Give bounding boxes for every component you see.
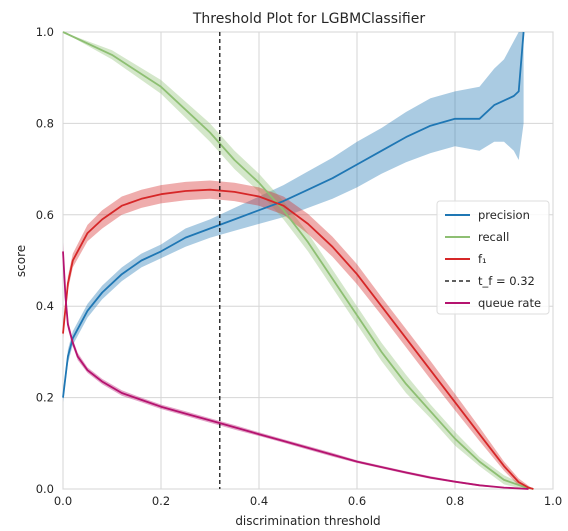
y-tick-label: 0.4 — [36, 299, 54, 313]
precision-band — [63, 32, 524, 403]
y-tick-label: 0.2 — [36, 391, 54, 405]
legend-label: precision — [478, 208, 530, 222]
x-tick-label: 0.8 — [446, 494, 464, 508]
y-axis-label: score — [14, 245, 28, 277]
legend-label: recall — [478, 230, 509, 244]
x-axis-label: discrimination threshold — [235, 514, 380, 528]
y-tick-label: 0.8 — [36, 116, 54, 130]
precision-line — [62, 31, 525, 398]
x-tick-label: 0.6 — [348, 494, 366, 508]
x-tick-label: 0.4 — [250, 494, 268, 508]
legend-label: f₁ — [478, 252, 487, 266]
chart-title: Threshold Plot for LGBMClassifier — [192, 11, 425, 27]
y-tick-label: 0.0 — [36, 482, 54, 496]
legend-threshold-label: t_f = 0.32 — [478, 274, 535, 288]
f-line — [62, 188, 534, 490]
recall-line — [62, 31, 534, 490]
y-tick-label: 1.0 — [36, 25, 54, 39]
x-tick-label: 0.0 — [54, 494, 72, 508]
y-tick-label: 0.6 — [36, 208, 54, 222]
legend-label: queue rate — [478, 296, 541, 310]
queue-rate-line — [62, 251, 529, 490]
legend: precision recall f₁ t_f = 0.32 queue rate — [436, 200, 550, 315]
x-tick-label: 1.0 — [544, 494, 562, 508]
f-band — [63, 180, 534, 489]
x-tick-label: 0.2 — [152, 494, 170, 508]
legend-box — [436, 200, 550, 315]
